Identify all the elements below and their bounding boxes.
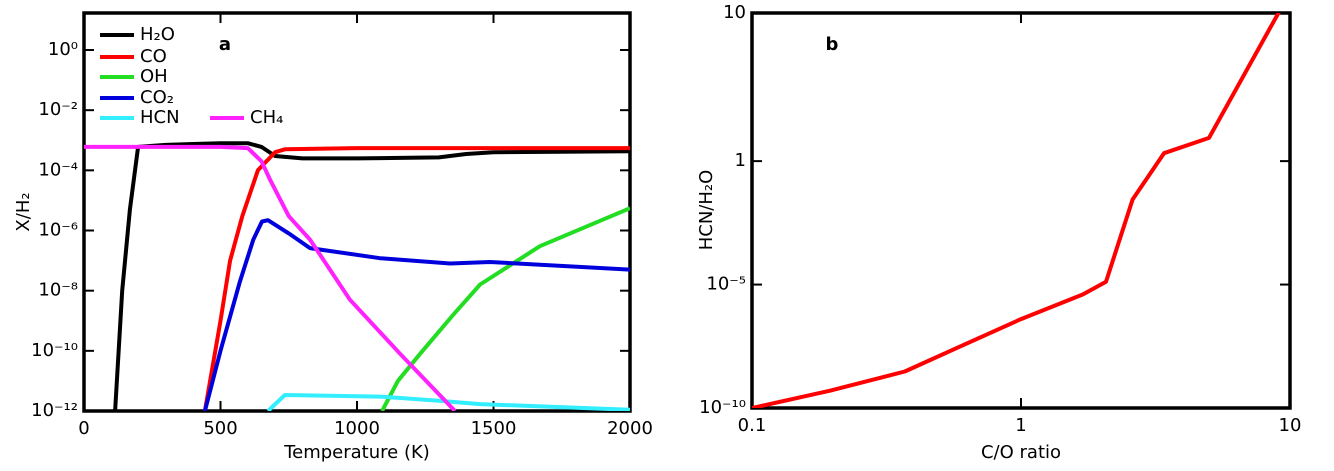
y-tick-label: 10⁰ [48, 39, 78, 60]
series-line [266, 393, 630, 411]
x-tick-label: 0.1 [738, 415, 767, 436]
series-line [202, 218, 630, 411]
y-tick-label: 10⁻⁸ [38, 280, 78, 301]
y-tick-label: 10⁻⁴ [38, 159, 78, 180]
series-line [84, 144, 457, 411]
legend-label: OH [140, 66, 168, 87]
y-tick-label: 10 [723, 2, 746, 23]
legend-label: CH₄ [250, 107, 283, 128]
x-axis-label: C/O ratio [981, 442, 1061, 463]
x-axis-label: Temperature (K) [283, 442, 430, 463]
plot-area [84, 141, 630, 411]
x-tick-label: 1000 [334, 418, 380, 439]
legend-label: CO [140, 46, 167, 67]
y-tick-label: 1 [735, 150, 746, 171]
x-tick-label: 10 [1279, 415, 1302, 436]
y-axis-label: HCN/H₂O [696, 170, 717, 251]
series-line [380, 206, 630, 411]
series-line [113, 141, 630, 411]
y-tick-label: 10⁻⁶ [38, 220, 78, 241]
plot-area [752, 13, 1281, 408]
y-tick-label: 10⁻¹⁰ [31, 340, 78, 361]
panel-label: a [219, 34, 231, 55]
legend-label: H₂O [140, 24, 175, 45]
plot-frame [750, 11, 1292, 410]
x-tick-label: 1 [1015, 415, 1026, 436]
series-line [752, 13, 1281, 408]
legend-label: CO₂ [140, 87, 174, 108]
panel-label: b [826, 34, 839, 55]
x-tick-label: 2000 [607, 418, 653, 439]
y-tick-label: 10⁻¹² [31, 400, 78, 421]
series-line [202, 146, 630, 411]
legend-label: HCN [140, 107, 180, 128]
y-tick-label: 10⁻⁵ [706, 274, 746, 295]
x-tick-label: 500 [203, 418, 237, 439]
y-tick-label: 10⁻² [38, 99, 78, 120]
y-axis-label: X/H₂ [13, 192, 34, 231]
x-tick-label: 0 [78, 418, 89, 439]
y-tick-label: 10⁻¹⁰ [699, 397, 746, 418]
x-tick-label: 1500 [471, 418, 517, 439]
